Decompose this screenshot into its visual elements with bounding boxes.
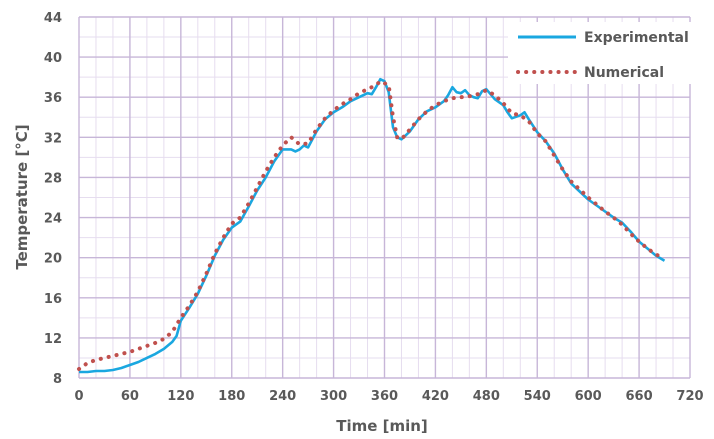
x-tick-label: 300 [320,389,347,404]
y-tick-label: 28 [44,171,62,186]
legend-background [508,22,702,84]
x-tick-label: 360 [371,389,398,404]
major-gridlines [78,16,691,379]
y-tick-label: 8 [53,372,62,387]
y-axis-tick-labels: 8 12 16 20 24 28 32 36 40 44 [44,11,62,387]
y-tick-label: 12 [44,332,62,347]
series-line-numerical [77,79,667,371]
x-tick-label: 660 [626,389,653,404]
x-tick-label: 120 [167,389,194,404]
y-tick-label: 16 [44,292,62,307]
x-tick-label: 540 [524,389,551,404]
x-tick-label: 180 [218,389,245,404]
x-tick-label: 240 [269,389,296,404]
series-layer [77,77,667,374]
x-tick-label: 480 [473,389,500,404]
y-tick-label: 20 [44,252,62,267]
legend: Experimental Numerical [508,22,702,84]
x-tick-label: 0 [74,389,83,404]
x-tick-label: 60 [121,389,139,404]
y-axis-label: Temperature [°C] [13,124,31,269]
y-tick-label: 36 [44,91,62,106]
y-tick-label: 44 [44,11,62,26]
legend-label-numerical: Numerical [584,65,664,81]
y-tick-label: 24 [44,212,62,227]
y-tick-label: 32 [44,131,62,146]
x-tick-label: 420 [422,389,449,404]
x-axis-label: Time [min] [336,417,428,435]
y-tick-label: 40 [44,51,62,66]
legend-label-experimental: Experimental [584,30,689,46]
x-axis-tick-labels: 0 60 120 180 240 300 360 420 480 540 600 660 720 [74,389,703,404]
x-tick-label: 600 [575,389,602,404]
series-line-experimental [79,77,666,374]
x-tick-label: 720 [676,389,703,404]
